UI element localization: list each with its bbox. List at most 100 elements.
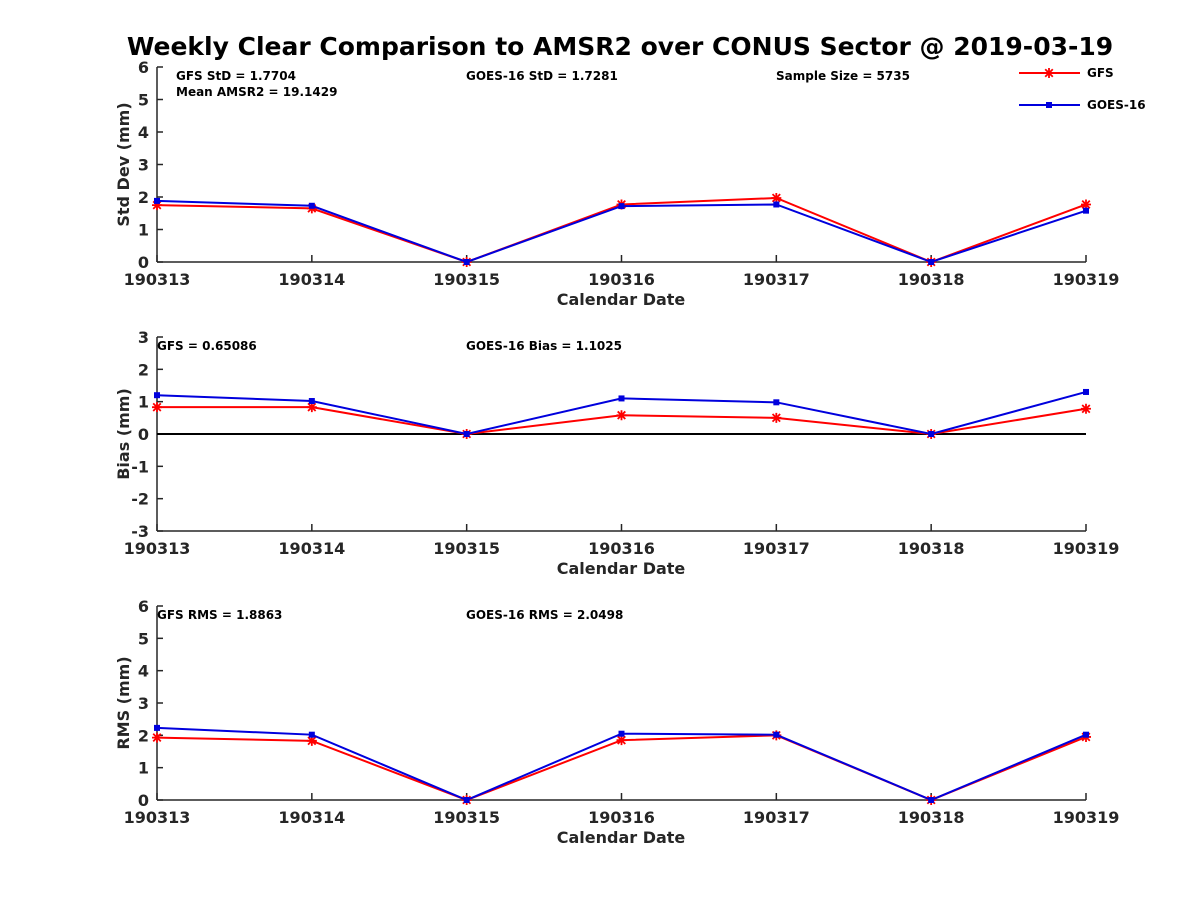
y-tick-label: 3: [138, 694, 149, 713]
data-point: [308, 731, 315, 738]
x-tick-label: 190317: [743, 808, 810, 827]
x-axis-label: Calendar Date: [557, 559, 686, 578]
x-tick-label: 190313: [124, 270, 191, 289]
legend-label: GFS: [1087, 66, 1114, 80]
data-point: [773, 731, 780, 738]
data-point: [928, 797, 935, 803]
data-point: [928, 431, 935, 437]
data-point: [152, 732, 162, 743]
data-point: [618, 730, 625, 737]
y-tick-label: 5: [138, 91, 149, 110]
y-tick-label: -2: [131, 490, 149, 509]
series-goes-16: [154, 724, 1089, 803]
data-point: [463, 797, 470, 803]
x-tick-label: 190319: [1053, 539, 1120, 558]
y-tick-label: 3: [138, 328, 149, 347]
x-tick-label: 190318: [898, 270, 965, 289]
x-tick-label: 190317: [743, 270, 810, 289]
data-point: [928, 259, 935, 265]
y-tick-label: -1: [131, 457, 149, 476]
chart-panel-2: -3 -2 -1 0 1 2 3 190313 190314 190315 190316 190317…: [114, 328, 1119, 578]
data-point: [154, 197, 160, 204]
data-point: [618, 203, 625, 210]
stat-annotation: GOES-16 Bias = 1.1025: [466, 339, 622, 353]
chart-panel-3: 0 1 2 3 4 5 6 190313 190314 190315 190316 190317 190…: [114, 597, 1119, 847]
y-tick-label: 2: [138, 360, 149, 379]
y-tick-label: 2: [138, 188, 149, 207]
stat-annotation: GFS StD = 1.7704: [176, 69, 296, 83]
y-tick-label: 5: [138, 629, 149, 648]
x-tick-label: 190315: [433, 539, 500, 558]
legend: GFS GOES-16: [1019, 66, 1146, 112]
y-tick-label: 4: [138, 123, 149, 142]
chart-panels: 0 1 2 3 4 5 6 190313 190314 190315 190316 190317 190…: [114, 58, 1119, 847]
y-tick-label: 0: [138, 253, 149, 272]
x-tick-label: 190313: [124, 539, 191, 558]
x-tick-label: 190316: [588, 270, 655, 289]
data-point: [773, 399, 780, 406]
data-point: [1083, 731, 1089, 738]
stat-annotation: GFS = 0.65086: [157, 339, 257, 353]
data-point: [154, 392, 160, 399]
y-axis-label: RMS (mm): [114, 656, 133, 749]
data-point: [463, 259, 470, 265]
y-tick-label: 3: [138, 156, 149, 175]
y-tick-label: 0: [138, 425, 149, 444]
data-point: [616, 410, 627, 421]
series-goes-16: [154, 197, 1089, 265]
x-tick-label: 190315: [433, 808, 500, 827]
data-point: [308, 202, 315, 209]
y-tick-label: 1: [138, 221, 149, 240]
x-tick-label: 190317: [743, 539, 810, 558]
legend-entry-gfs: GFS: [1019, 66, 1114, 80]
data-point: [771, 192, 782, 203]
data-point: [306, 735, 317, 746]
x-tick-label: 190316: [588, 539, 655, 558]
data-point: [1081, 199, 1091, 210]
figure-title: Weekly Clear Comparison to AMSR2 over CO…: [127, 32, 1113, 61]
data-point: [771, 412, 782, 423]
stat-annotation: Sample Size = 5735: [776, 69, 910, 83]
x-tick-label: 190313: [124, 808, 191, 827]
y-tick-label: 0: [138, 791, 149, 810]
x-tick-label: 190319: [1053, 808, 1120, 827]
data-point: [618, 395, 625, 402]
data-point: [616, 735, 627, 746]
data-point: [306, 402, 317, 413]
x-tick-label: 190314: [278, 808, 345, 827]
series-goes-16: [154, 388, 1089, 437]
stat-annotation: Mean AMSR2 = 19.1429: [176, 85, 337, 99]
legend-entry-goes-16: GOES-16: [1019, 98, 1146, 112]
stat-annotation: GOES-16 RMS = 2.0498: [466, 608, 623, 622]
x-tick-label: 190315: [433, 270, 500, 289]
series-line: [156, 199, 1087, 264]
data-point: [463, 431, 470, 437]
stat-annotation: GFS RMS = 1.8863: [157, 608, 282, 622]
data-point: [1083, 388, 1089, 395]
y-tick-label: 6: [138, 58, 149, 77]
x-tick-label: 190318: [898, 808, 965, 827]
chart-panel-1: 0 1 2 3 4 5 6 190313 190314 190315 190316 190317 190…: [114, 58, 1119, 309]
data-point: [152, 200, 162, 211]
data-point: [308, 398, 315, 405]
y-tick-label: 4: [138, 662, 149, 681]
data-point: [1083, 207, 1089, 214]
x-tick-label: 190314: [278, 270, 345, 289]
legend-marker: [1044, 68, 1054, 78]
stat-annotation: GOES-16 StD = 1.7281: [466, 69, 618, 83]
x-tick-label: 190318: [898, 539, 965, 558]
y-tick-label: 6: [138, 597, 149, 616]
x-tick-label: 190314: [278, 539, 345, 558]
y-tick-label: 1: [138, 393, 149, 412]
y-tick-label: 2: [138, 726, 149, 745]
x-axis-label: Calendar Date: [557, 290, 686, 309]
x-tick-label: 190316: [588, 808, 655, 827]
legend-label: GOES-16: [1087, 98, 1146, 112]
data-point: [1081, 403, 1091, 414]
legend-marker: [1046, 102, 1052, 108]
x-axis-label: Calendar Date: [557, 828, 686, 847]
y-axis-label: Std Dev (mm): [114, 102, 133, 226]
data-point: [152, 402, 162, 413]
data-point: [154, 724, 160, 731]
